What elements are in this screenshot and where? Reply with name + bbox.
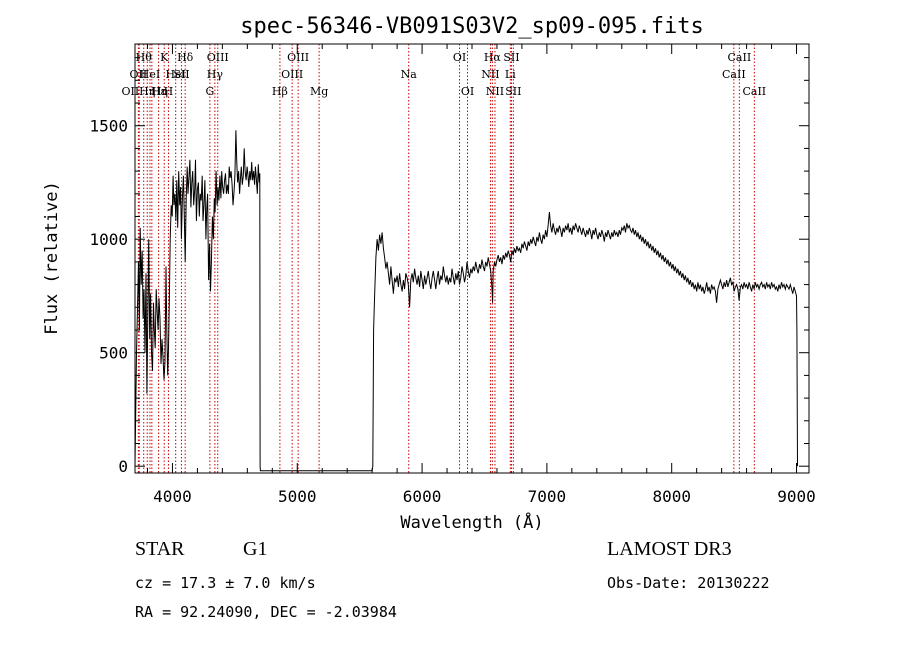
- y-axis-label: Flux (relative): [42, 181, 62, 335]
- line-marker-label: Hθ: [136, 51, 153, 64]
- line-marker-label: HeI: [165, 68, 185, 81]
- line-marker-label: OII: [122, 85, 140, 98]
- tick-labels-layer: 4000 5000 6000 7000 8000 9000 0 500 1000 1500: [89, 117, 815, 506]
- y-tick-label: 1000: [89, 230, 128, 249]
- line-marker-label: OI: [461, 85, 474, 98]
- line-marker-label: H: [164, 85, 174, 98]
- line-marker-label: Hα: [484, 51, 502, 64]
- coordinates-readout: RA = 92.24090, DEC = -2.03984: [135, 603, 397, 621]
- line-marker-label: OIII: [207, 51, 229, 64]
- line-marker-label: Hδ: [177, 51, 194, 64]
- line-marker-label: NII: [481, 68, 499, 81]
- line-marker-label: SII: [505, 85, 521, 98]
- marker-labels-layer: OIIOIIHθHηHeIHηHεKHHeISIIHδGHγOIIIHβOIII…: [122, 51, 767, 98]
- line-marker-label: Hη: [139, 85, 155, 98]
- object-subclass: G1: [243, 538, 268, 560]
- axis-ticks-layer: [135, 44, 809, 473]
- line-marker-label: HeI: [140, 68, 160, 81]
- object-class: STAR: [135, 538, 185, 560]
- line-marker-label: NII: [486, 85, 504, 98]
- line-marker-label: OIII: [281, 68, 303, 81]
- obs-date: Obs-Date: 20130222: [607, 574, 770, 592]
- chart-title: spec-56346-VB091S03V2_sp09-095.fits: [240, 14, 704, 39]
- line-marker-label: Hε: [151, 85, 167, 98]
- x-tick-label: 5000: [278, 487, 317, 506]
- x-tick-label: 7000: [528, 487, 567, 506]
- line-marker-label: OI: [453, 51, 466, 64]
- line-marker-label: CaII: [728, 51, 752, 64]
- x-tick-label: 6000: [403, 487, 442, 506]
- line-marker-label: CaII: [722, 68, 746, 81]
- line-marker-label: Li: [505, 68, 516, 81]
- line-marker-label: OIII: [287, 51, 309, 64]
- line-marker-label: Na: [401, 68, 418, 81]
- x-axis-label: Wavelength (Å): [400, 511, 543, 533]
- x-tick-label: 8000: [652, 487, 691, 506]
- line-marker-label: Hγ: [207, 68, 224, 81]
- y-tick-label: 1500: [89, 117, 128, 136]
- line-marker-label: Hη: [152, 85, 168, 98]
- line-marker-label: Hβ: [272, 85, 288, 98]
- line-marker-label: Mg: [310, 85, 328, 98]
- spectrum-line: [134, 130, 798, 472]
- redshift-readout: cz = 17.3 ± 7.0 km/s: [135, 574, 316, 592]
- line-marker-label: OII: [130, 68, 148, 81]
- y-tick-label: 0: [118, 457, 128, 476]
- survey-name: LAMOST DR3: [607, 538, 732, 560]
- line-marker-label: CaII: [742, 85, 766, 98]
- line-marker-label: SII: [503, 51, 519, 64]
- line-marker-label: SII: [173, 68, 189, 81]
- line-marker-label: G: [205, 85, 214, 98]
- plot-frame: [134, 43, 810, 474]
- y-tick-label: 500: [99, 344, 128, 363]
- line-marker-label: K: [160, 51, 169, 64]
- x-tick-label: 9000: [777, 487, 816, 506]
- x-tick-label: 4000: [153, 487, 192, 506]
